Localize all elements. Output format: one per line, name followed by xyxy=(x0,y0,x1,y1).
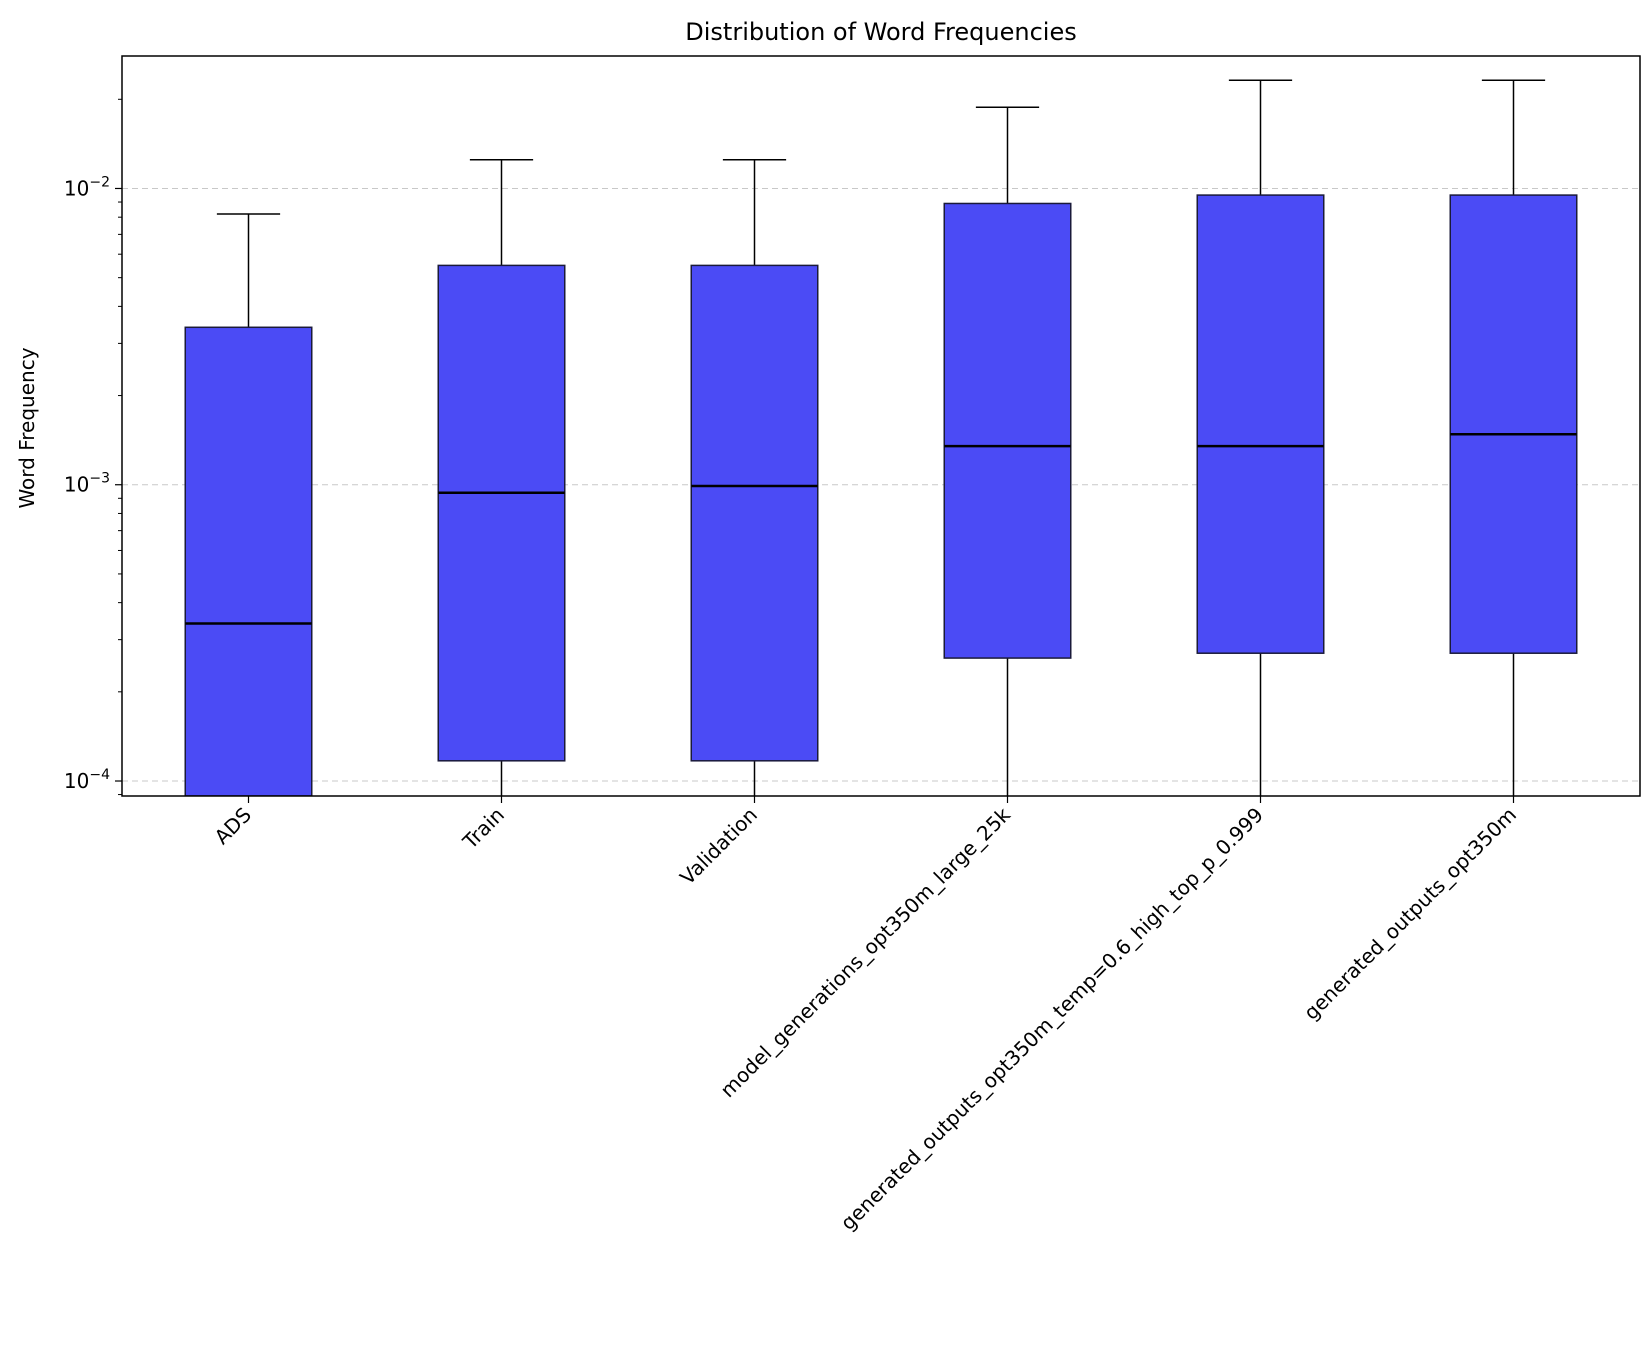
box xyxy=(1449,194,1578,654)
y-tick-label: 10−3 xyxy=(64,471,110,497)
x-ticks: ADS Train Validationmodel_generations_opt3… xyxy=(210,796,1521,1235)
box xyxy=(437,264,566,762)
x-tick-label: ADS xyxy=(210,803,257,850)
y-tick-label: 10−4 xyxy=(64,767,110,793)
x-tick-label: Train xyxy=(457,803,509,855)
plot-frame xyxy=(121,55,1641,797)
grid-lines xyxy=(122,187,1640,782)
y-tick-label: 10−2 xyxy=(64,174,110,200)
y-ticks: 10−4 10−3 10−2 xyxy=(64,98,122,796)
chart-title: Distribution of Word Frequencies xyxy=(685,18,1076,46)
box xyxy=(184,326,313,796)
box xyxy=(943,202,1072,659)
box xyxy=(1196,194,1325,654)
y-axis-label: Word Frequency xyxy=(15,347,39,508)
x-tick-label: generated_outputs_opt350m xyxy=(1299,803,1521,1025)
x-tick-label: Validation xyxy=(675,803,762,890)
boxes xyxy=(184,79,1578,796)
box xyxy=(690,264,819,762)
x-tick-label: model_generations_opt350m_large_25k xyxy=(715,802,1015,1102)
x-tick-label: generated_outputs_opt350m_temp=0.6_high_… xyxy=(836,803,1268,1235)
